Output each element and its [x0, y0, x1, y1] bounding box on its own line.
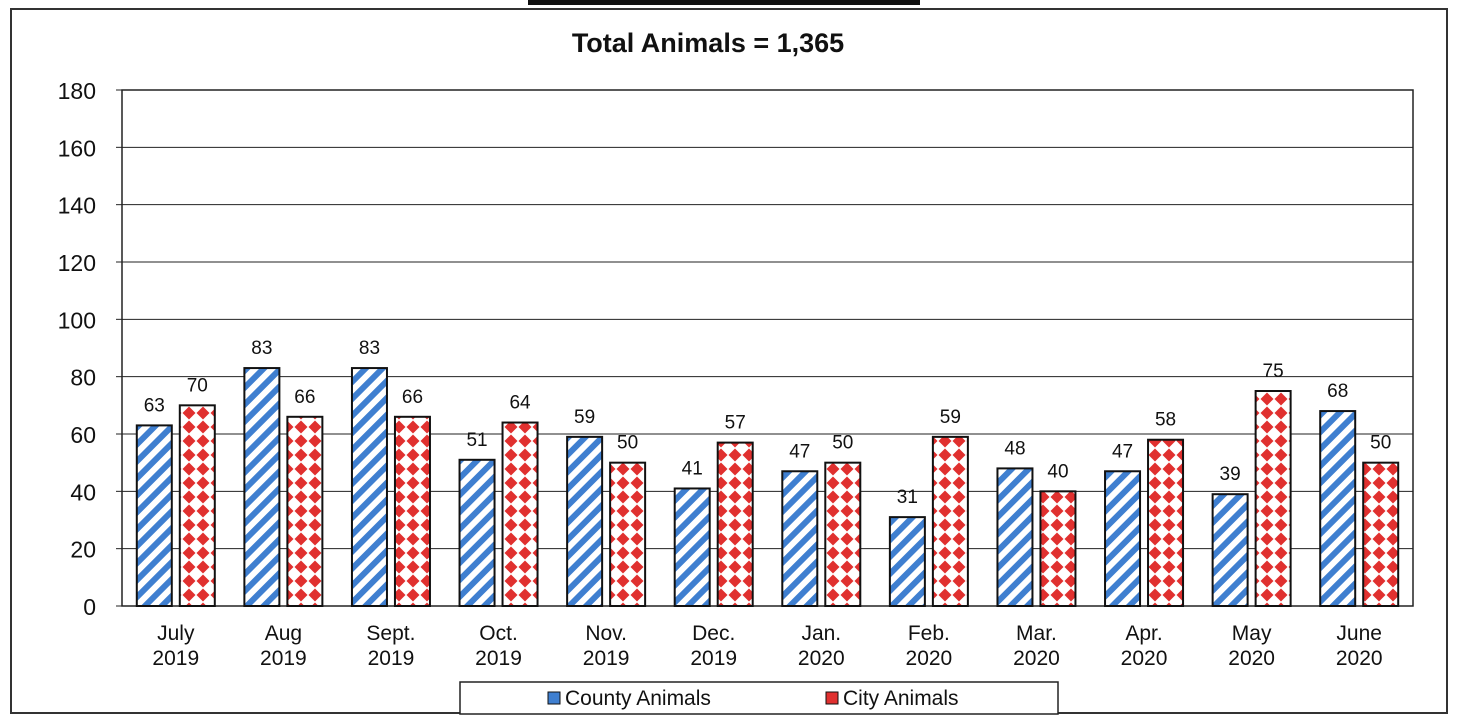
bar-county [781, 470, 819, 607]
bar-city [1039, 490, 1077, 608]
x-tick-label: July [157, 622, 195, 645]
data-label: 57 [725, 413, 746, 434]
legend: County Animals City Animals [459, 681, 1059, 715]
x-tick-label: Feb. [908, 622, 950, 645]
data-label: 50 [617, 433, 638, 454]
x-tick-label: Aug [265, 622, 302, 645]
plot-area [121, 89, 1414, 607]
header-rule [528, 0, 920, 5]
bar-county [350, 367, 388, 608]
y-tick-label: 100 [58, 307, 96, 333]
x-tick-label: 2019 [475, 647, 522, 670]
bar-city [609, 461, 647, 607]
data-label: 59 [940, 407, 961, 428]
legend-label: City Animals [843, 687, 959, 710]
x-tick-label: Oct. [479, 622, 518, 645]
y-tick-label: 80 [70, 365, 96, 391]
data-label: 40 [1047, 461, 1068, 482]
bar-county [1319, 410, 1357, 608]
legend-swatch-county [547, 691, 561, 705]
data-label: 64 [509, 393, 531, 414]
data-label: 51 [466, 430, 487, 451]
x-tick-label: Jan. [801, 622, 841, 645]
bar-county [566, 435, 604, 607]
bar-county [243, 367, 281, 608]
bar-county [673, 487, 711, 608]
data-label: 83 [251, 338, 272, 359]
data-label: 58 [1155, 410, 1176, 431]
x-tick-label: Nov. [585, 622, 627, 645]
y-tick-label: 0 [83, 594, 96, 620]
data-label: 48 [1004, 438, 1025, 459]
y-tick-label: 180 [58, 78, 96, 104]
data-label: 50 [832, 433, 853, 454]
bar-county [996, 467, 1034, 607]
y-tick-label: 140 [58, 193, 96, 219]
bar-city [1362, 461, 1400, 607]
bar-county [1104, 470, 1142, 607]
bar-county [458, 458, 496, 607]
bar-city [716, 441, 754, 607]
bar-city [824, 461, 862, 607]
x-tick-label: 2019 [690, 647, 737, 670]
x-tick-label: 2019 [368, 647, 415, 670]
legend-swatch-city [825, 691, 839, 705]
x-tick-label: 2019 [583, 647, 630, 670]
x-tick-label: 2019 [260, 647, 307, 670]
bar-county [1211, 493, 1249, 608]
x-tick-label: 2020 [798, 647, 845, 670]
bar-city [1254, 390, 1292, 607]
x-tick-label: 2020 [1228, 647, 1275, 670]
x-tick-label: 2020 [1336, 647, 1383, 670]
x-tick-label: June [1336, 622, 1382, 645]
bar-city [931, 435, 969, 607]
data-label: 75 [1263, 361, 1284, 382]
data-label: 47 [789, 441, 810, 462]
bar-city [178, 404, 216, 608]
y-tick-label: 160 [58, 135, 96, 161]
y-tick-label: 40 [70, 479, 96, 505]
y-tick-label: 120 [58, 250, 96, 276]
y-tick-label: 60 [70, 422, 96, 448]
x-tick-label: 2019 [152, 647, 199, 670]
x-tick-label: 2020 [1013, 647, 1060, 670]
x-tick-label: Sept. [366, 622, 415, 645]
data-label: 59 [574, 407, 595, 428]
bar-county [135, 424, 173, 607]
x-tick-label: Dec. [692, 622, 735, 645]
data-label: 63 [144, 395, 165, 416]
x-tick-label: 2020 [1121, 647, 1168, 670]
data-label: 66 [294, 387, 315, 408]
bar-county [888, 516, 926, 608]
data-label: 68 [1327, 381, 1348, 402]
bar-city [286, 415, 324, 607]
data-label: 83 [359, 338, 380, 359]
x-tick-label: May [1232, 622, 1272, 645]
data-label: 41 [682, 458, 703, 479]
data-label: 47 [1112, 441, 1133, 462]
bar-city [501, 421, 539, 607]
data-label: 66 [402, 387, 423, 408]
bar-city [393, 415, 431, 607]
bar-city [1147, 438, 1185, 607]
y-tick-label: 20 [70, 537, 96, 563]
data-label: 39 [1220, 464, 1241, 485]
data-label: 31 [897, 487, 918, 508]
x-tick-label: Apr. [1125, 622, 1162, 645]
x-tick-label: 2020 [906, 647, 953, 670]
legend-label: County Animals [565, 687, 711, 710]
x-tick-label: Mar. [1016, 622, 1057, 645]
data-label: 50 [1370, 433, 1391, 454]
data-label: 70 [187, 375, 208, 396]
chart-title: Total Animals = 1,365 [572, 28, 844, 58]
